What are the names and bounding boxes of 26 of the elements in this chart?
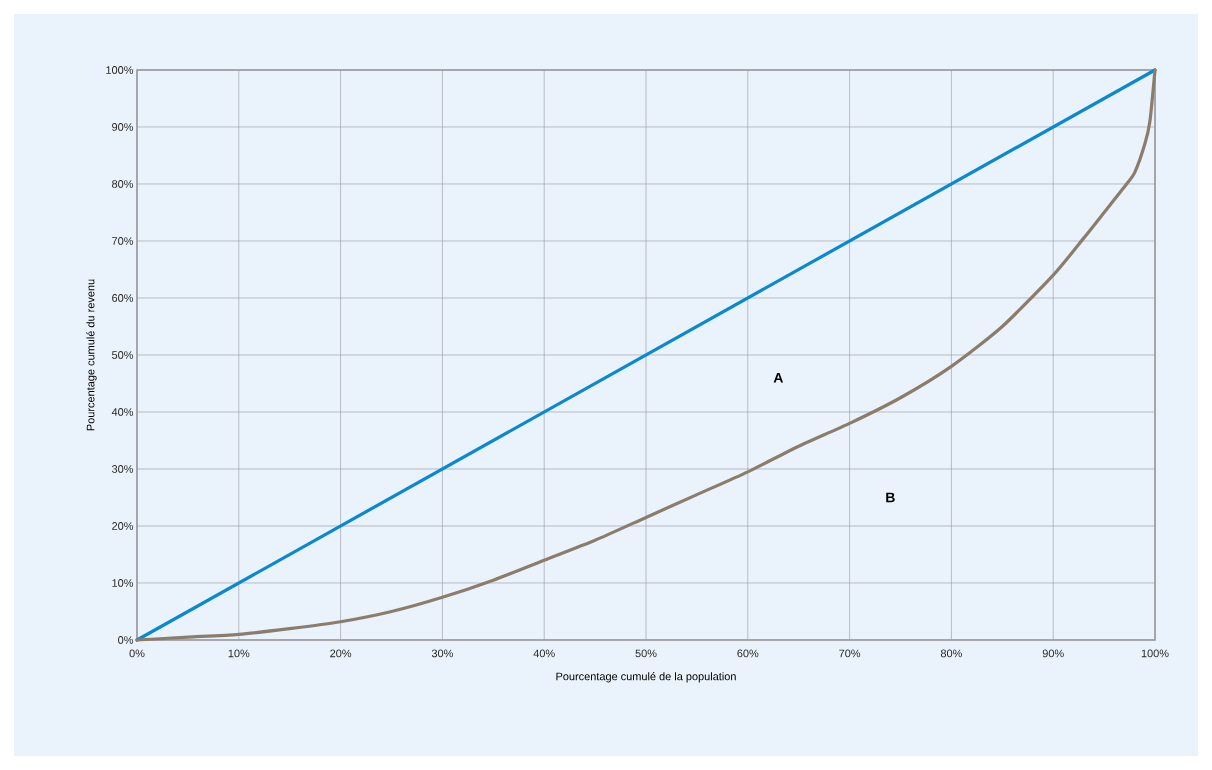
x-tick-label: 100%	[1141, 649, 1169, 658]
y-tick-label: 20%	[112, 522, 134, 530]
x-tick-label: 90%	[1042, 649, 1064, 658]
y-tick-label: 50%	[111, 351, 134, 359]
annotation: B	[886, 492, 895, 503]
y-tick-label: 80%	[112, 180, 134, 188]
y-tick-label: 0%	[118, 636, 134, 644]
x-tick-label: 10%	[228, 649, 250, 658]
y-axis-title: Pourcentage cumulé du revenu	[86, 279, 97, 431]
x-tick-label: 20%	[330, 649, 352, 658]
x-tick-label: 40%	[533, 649, 555, 658]
y-tick-label: 10%	[112, 579, 134, 587]
y-tick-label: 40%	[111, 408, 134, 416]
y-tick-label: 30%	[111, 465, 134, 473]
x-tick-label: 70%	[839, 649, 861, 658]
x-tick-label: 60%	[737, 649, 759, 658]
y-tick-label: 100%	[106, 66, 134, 74]
x-axis-title: Pourcentage cumulé de la population	[556, 672, 736, 683]
y-tick-label: 70%	[112, 237, 134, 245]
x-tick-label: 30%	[431, 649, 453, 658]
x-tick-label: 80%	[940, 649, 962, 658]
y-tick-label: 60%	[112, 294, 134, 302]
annotation: A	[773, 372, 784, 383]
y-tick-label: 90%	[112, 123, 134, 131]
x-tick-label: 50%	[635, 649, 657, 658]
x-tick-label: 0%	[129, 649, 145, 658]
